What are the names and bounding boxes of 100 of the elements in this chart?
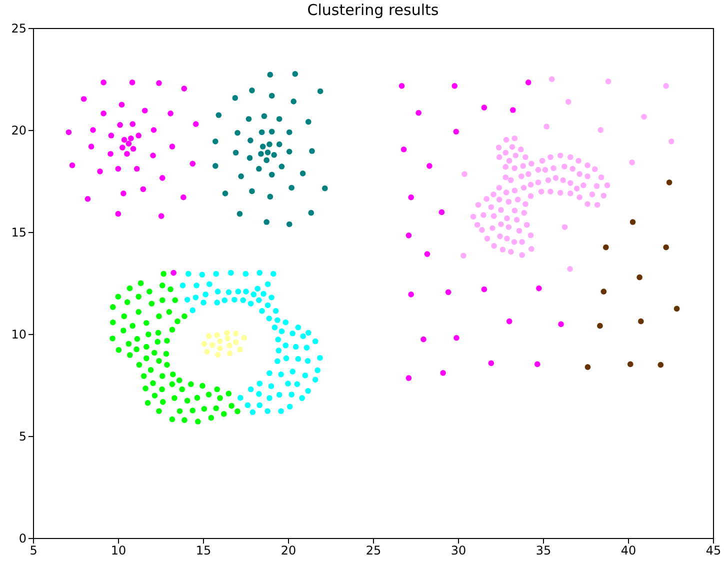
point <box>136 132 142 138</box>
point <box>627 361 634 368</box>
point <box>201 340 208 347</box>
point <box>124 150 130 157</box>
y-tick-label: 15 <box>11 226 26 240</box>
point <box>674 306 680 312</box>
point <box>440 370 446 376</box>
point <box>290 98 297 104</box>
point <box>117 122 123 128</box>
x-tick-label: 40 <box>620 544 636 558</box>
point <box>408 292 414 298</box>
point <box>268 172 275 178</box>
point <box>121 136 128 143</box>
point <box>266 141 272 148</box>
point <box>224 330 230 336</box>
point <box>170 270 177 276</box>
point <box>256 166 262 172</box>
x-tick-label: 30 <box>450 544 466 558</box>
point <box>481 286 488 292</box>
point <box>453 128 460 135</box>
point <box>506 318 512 324</box>
point <box>180 194 186 200</box>
point <box>630 219 636 225</box>
point <box>214 332 220 338</box>
point <box>308 210 314 216</box>
point <box>128 135 134 142</box>
point <box>212 162 218 169</box>
point <box>268 92 275 99</box>
point <box>258 150 264 157</box>
point <box>97 168 103 174</box>
point <box>212 138 218 144</box>
point <box>305 118 312 125</box>
point <box>234 130 240 136</box>
point <box>636 274 642 280</box>
point <box>534 361 540 368</box>
point <box>317 88 324 94</box>
point <box>481 104 488 110</box>
point <box>181 86 188 92</box>
point <box>309 148 315 154</box>
point <box>142 108 148 114</box>
point <box>267 72 274 78</box>
point <box>241 334 248 341</box>
point <box>600 288 607 294</box>
point <box>400 146 407 152</box>
point <box>426 162 432 169</box>
x-tick-label: 5 <box>30 544 38 558</box>
point <box>216 112 222 118</box>
point <box>438 209 445 216</box>
point <box>100 110 106 116</box>
point <box>126 140 132 147</box>
point <box>420 336 426 342</box>
point <box>246 155 253 161</box>
point <box>232 150 239 156</box>
point <box>258 129 265 136</box>
point <box>129 80 136 86</box>
point <box>408 194 414 200</box>
point <box>278 164 285 170</box>
point <box>66 129 72 136</box>
point <box>118 102 125 108</box>
x-tick-label: 10 <box>110 544 126 558</box>
point <box>209 342 216 348</box>
point <box>260 144 266 150</box>
point <box>246 116 252 122</box>
point <box>264 219 270 225</box>
x-tick-label: 20 <box>280 544 296 558</box>
point <box>108 150 114 157</box>
point <box>276 116 282 122</box>
x-tick-label: 35 <box>536 544 552 558</box>
point <box>424 251 430 257</box>
point <box>120 144 126 150</box>
point <box>156 80 162 86</box>
point <box>88 144 94 150</box>
point <box>169 144 176 150</box>
point <box>190 160 196 167</box>
point <box>69 162 76 168</box>
point <box>268 128 275 135</box>
point <box>398 83 405 89</box>
point <box>249 88 255 94</box>
point <box>84 196 91 202</box>
point <box>286 221 292 228</box>
y-tick-label: 5 <box>18 430 26 444</box>
point <box>248 137 254 144</box>
point <box>236 210 243 217</box>
point <box>232 339 239 346</box>
point <box>454 334 460 341</box>
point <box>224 336 231 342</box>
point <box>140 186 146 192</box>
point <box>597 322 603 329</box>
point <box>286 148 292 155</box>
point <box>406 375 412 381</box>
point <box>217 338 223 344</box>
y-tick-label: 25 <box>11 22 26 36</box>
point <box>237 346 243 352</box>
point <box>249 188 255 194</box>
point <box>150 127 157 133</box>
point <box>232 95 238 101</box>
point <box>214 352 221 358</box>
point <box>192 121 199 127</box>
point <box>406 232 412 238</box>
point <box>658 362 664 368</box>
